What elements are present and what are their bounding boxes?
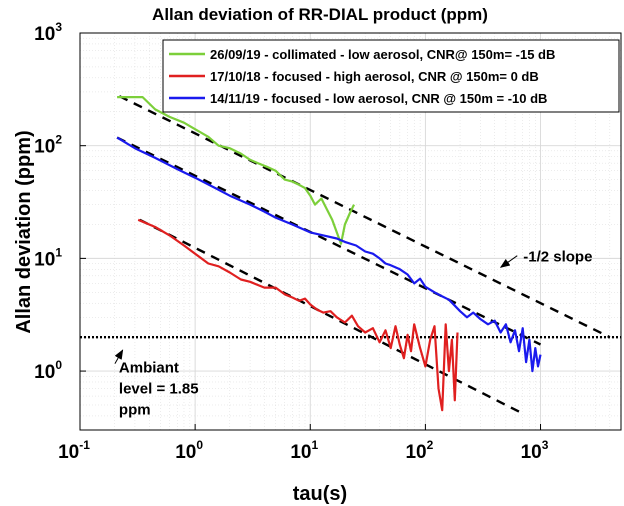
tick-base-text: 10	[58, 442, 79, 463]
tick-exponent-text: 1	[311, 438, 318, 452]
tick-base-text: 10	[34, 137, 55, 158]
tick-exponent-text: 2	[55, 133, 62, 147]
ambient-annotation-text: ppm	[119, 402, 151, 419]
y-axis-label: Allan deviation (ppm)	[13, 130, 35, 333]
svg-text:100: 100	[34, 358, 62, 383]
x-tick-label: 103	[521, 438, 549, 463]
series-line	[137, 218, 459, 412]
tick-base-text: 10	[34, 362, 55, 383]
plot-frame	[79, 32, 622, 431]
tick-exponent-text: 1	[55, 245, 62, 259]
x-tick-label: 10-1	[58, 438, 90, 463]
x-axis-label: tau(s)	[293, 483, 347, 505]
x-tick-label: 102	[405, 438, 433, 463]
slope-annotation: -1/2 slope	[499, 249, 592, 268]
ambient-annotation-text: Ambiant	[119, 360, 179, 377]
y-tick-label: 103	[34, 20, 62, 45]
svg-text:10-1: 10-1	[58, 438, 90, 463]
y-tick-label: 101	[34, 245, 62, 270]
slope-annotation-text: -1/2 slope	[523, 249, 592, 266]
series-line	[116, 136, 542, 373]
x-tick-label: 100	[175, 438, 203, 463]
tick-exponent-text: 3	[55, 20, 62, 34]
svg-text:103: 103	[34, 20, 62, 45]
legend-entry: 17/10/18 - focused - high aerosol, CNR @…	[169, 69, 539, 84]
legend-label: 14/11/19 - focused - low aerosol, CNR @ …	[210, 91, 547, 106]
y-tick-label: 102	[34, 133, 62, 158]
chart-title: Allan deviation of RR-DIAL product (ppm)	[152, 5, 488, 24]
svg-text:100: 100	[175, 438, 203, 463]
series-line	[117, 95, 355, 245]
tick-exponent-text: 3	[542, 438, 549, 452]
series-layer	[80, 95, 621, 415]
tick-base-text: 10	[290, 442, 311, 463]
slope-reference-line	[118, 95, 611, 339]
x-tick-label: 101	[290, 438, 318, 463]
legend-label: 17/10/18 - focused - high aerosol, CNR @…	[210, 69, 539, 84]
svg-text:102: 102	[405, 438, 433, 463]
svg-text:103: 103	[521, 438, 549, 463]
annotations: -1/2 slope Ambiant level = 1.85 ppm	[114, 249, 592, 419]
slope-reference-line	[116, 136, 542, 346]
tick-base-text: 10	[175, 442, 196, 463]
svg-text:102: 102	[34, 133, 62, 158]
tick-exponent-text: 2	[427, 438, 434, 452]
legend-label: 26/09/19 - collimated - low aerosol, CNR…	[210, 47, 555, 62]
legend-box	[162, 39, 620, 113]
ambient-arrow	[114, 349, 124, 364]
y-tick-label: 100	[34, 358, 62, 383]
slope-arrow	[499, 255, 518, 268]
tick-base-text: 10	[521, 442, 542, 463]
svg-text:101: 101	[290, 438, 318, 463]
legend-entry: 26/09/19 - collimated - low aerosol, CNR…	[169, 47, 555, 62]
ambient-annotation: Ambiant level = 1.85 ppm	[114, 349, 199, 419]
svg-text:101: 101	[34, 245, 62, 270]
legend-entry: 14/11/19 - focused - low aerosol, CNR @ …	[169, 91, 547, 106]
tick-base-text: 10	[34, 24, 55, 45]
ambient-annotation-text: level = 1.85	[119, 381, 199, 398]
tick-exponent-text: 0	[196, 438, 203, 452]
tick-exponent-text: 0	[55, 358, 62, 372]
tick-base-text: 10	[405, 442, 426, 463]
tick-base-text: 10	[34, 249, 55, 270]
slope-reference-line	[139, 218, 524, 415]
legend: 26/09/19 - collimated - low aerosol, CNR…	[162, 39, 620, 113]
tick-exponent-text: -1	[79, 438, 90, 452]
